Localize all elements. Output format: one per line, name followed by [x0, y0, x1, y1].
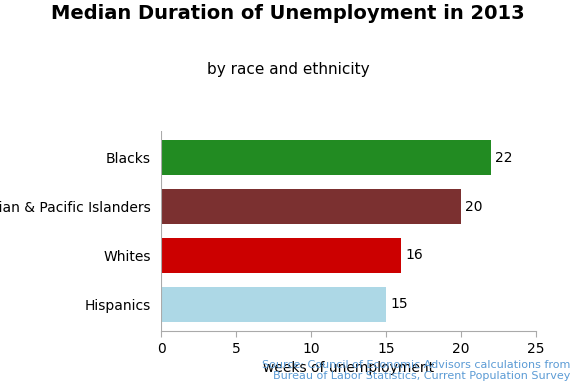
- Text: 20: 20: [465, 199, 483, 214]
- Text: 15: 15: [391, 297, 408, 311]
- Text: Source: Council of Economic Advisors calculations from
Bureau of Labor Statistic: Source: Council of Economic Advisors cal…: [262, 360, 570, 381]
- Text: Median Duration of Unemployment in 2013: Median Duration of Unemployment in 2013: [51, 4, 525, 23]
- Bar: [161, 238, 401, 273]
- Text: by race and ethnicity: by race and ethnicity: [207, 62, 369, 77]
- X-axis label: weeks of unemployment: weeks of unemployment: [263, 361, 434, 375]
- Bar: [161, 140, 491, 175]
- Text: 22: 22: [495, 151, 513, 165]
- Bar: [161, 189, 461, 224]
- Text: 16: 16: [406, 248, 423, 263]
- Bar: [161, 287, 386, 322]
